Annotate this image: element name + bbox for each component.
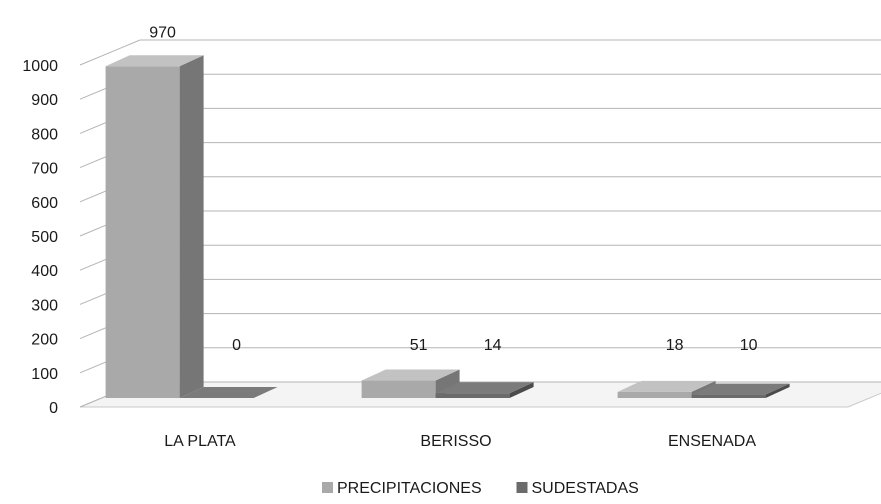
bar-sudestadas-la-plata (179, 387, 278, 398)
data-label: 14 (484, 337, 502, 354)
legend-swatch (516, 482, 528, 493)
x-category-label: ENSENADA (668, 433, 756, 450)
legend-item-sudestadas: SUDESTADAS (516, 480, 639, 497)
gridline (79, 39, 881, 66)
legend-item-precipitaciones: PRECIPITACIONES (322, 480, 482, 497)
x-axis: LA PLATA BERISSO ENSENADA (164, 433, 756, 450)
bar-sudestadas-berisso (435, 382, 534, 398)
data-label: 51 (410, 337, 428, 354)
data-label: 970 (149, 24, 176, 41)
data-labels: 970 0 51 14 18 10 (149, 24, 757, 354)
y-tick-label: 100 (31, 366, 58, 383)
bar-precipitaciones-la-plata (105, 55, 204, 398)
bars (105, 55, 790, 398)
x-category-label: LA PLATA (164, 433, 236, 450)
legend-swatch (322, 482, 333, 493)
data-label: 10 (740, 337, 758, 354)
y-tick-label: 500 (31, 229, 58, 246)
y-tick-label: 300 (31, 297, 58, 314)
data-label: 0 (232, 337, 241, 354)
y-tick-label: 900 (31, 92, 58, 109)
y-tick-label: 800 (31, 126, 58, 143)
y-tick-label: 600 (31, 195, 58, 212)
y-tick-label: 200 (31, 332, 58, 349)
legend-label: PRECIPITACIONES (337, 480, 482, 497)
x-category-label: BERISSO (420, 433, 491, 450)
y-axis: 0 100 200 300 400 500 600 700 800 900 1000 (22, 58, 58, 417)
y-tick-label: 400 (31, 263, 58, 280)
y-tick-label: 700 (31, 161, 58, 178)
y-tick-label: 1000 (22, 58, 58, 75)
bar-sudestadas-ensenada (691, 383, 790, 398)
data-label: 18 (666, 337, 684, 354)
legend: PRECIPITACIONES SUDESTADAS (322, 480, 639, 497)
legend-label: SUDESTADAS (532, 480, 639, 497)
y-tick-label: 0 (49, 400, 58, 417)
